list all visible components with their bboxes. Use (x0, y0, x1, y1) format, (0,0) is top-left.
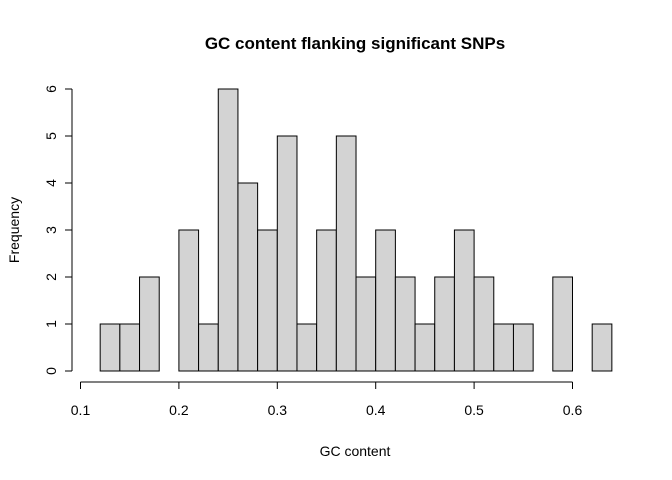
histogram-bar-25 (591, 323, 613, 372)
x-axis-label: GC content (320, 443, 391, 459)
histogram-bar-20 (493, 323, 514, 372)
y-tick-label: 0 (43, 367, 59, 375)
histogram-bar-21 (512, 323, 534, 372)
y-tick-label: 2 (43, 273, 59, 281)
y-tick-label: 4 (43, 179, 59, 187)
histogram-bar-23 (552, 276, 574, 372)
chart-title: GC content flanking significant SNPs (205, 34, 505, 53)
x-tick-label: 0.2 (169, 402, 189, 418)
histogram-bar-7 (237, 182, 259, 372)
x-tick-label: 0.5 (464, 402, 484, 418)
histogram-bars (99, 88, 613, 372)
histogram-bar-12 (335, 135, 357, 372)
histogram-bar-1 (119, 323, 141, 372)
x-axis: 0.1 0.2 0.3 0.4 0.5 0.6 (71, 381, 583, 418)
y-tick-label: 1 (43, 320, 59, 328)
histogram-bar-2 (139, 276, 160, 372)
histogram-bar-13 (355, 276, 377, 372)
x-tick-label: 0.1 (71, 402, 91, 418)
histogram-bar-9 (276, 135, 298, 372)
histogram-bar-19 (473, 276, 495, 372)
y-tick-label: 5 (43, 132, 59, 140)
histogram-bar-8 (257, 229, 278, 372)
histogram-bar-11 (316, 229, 337, 372)
y-axis: 0 1 2 3 4 5 6 (43, 85, 73, 375)
histogram-bar-18 (453, 229, 475, 372)
x-tick-label: 0.3 (268, 402, 288, 418)
x-tick-label: 0.6 (563, 402, 583, 418)
histogram-bar-4 (178, 229, 200, 372)
y-tick-label: 6 (43, 85, 59, 93)
histogram-bar-10 (296, 323, 318, 372)
histogram-bar-5 (198, 323, 219, 372)
histogram-bar-17 (434, 276, 455, 372)
y-axis-label: Frequency (6, 197, 22, 263)
histogram-bar-0 (99, 323, 121, 372)
x-tick-label: 0.4 (366, 402, 386, 418)
histogram-bar-15 (394, 276, 416, 372)
histogram-bar-14 (375, 229, 396, 372)
histogram-bar-6 (217, 88, 239, 372)
histogram-bar-16 (414, 323, 436, 372)
y-tick-label: 3 (43, 226, 59, 234)
